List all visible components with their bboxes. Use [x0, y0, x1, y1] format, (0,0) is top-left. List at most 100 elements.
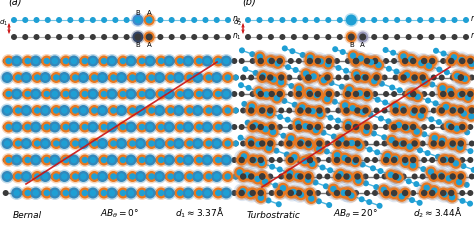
Circle shape	[445, 86, 456, 97]
Circle shape	[436, 67, 442, 72]
Circle shape	[124, 87, 138, 101]
Circle shape	[129, 140, 136, 147]
Circle shape	[215, 124, 221, 130]
Circle shape	[126, 104, 139, 117]
Circle shape	[67, 17, 73, 23]
Text: B: B	[136, 10, 140, 16]
Circle shape	[78, 54, 92, 68]
Circle shape	[317, 111, 323, 117]
Circle shape	[469, 108, 474, 113]
Circle shape	[40, 120, 54, 134]
Circle shape	[127, 72, 138, 83]
Circle shape	[202, 34, 209, 40]
Circle shape	[158, 124, 164, 130]
Circle shape	[284, 131, 298, 145]
Circle shape	[23, 108, 29, 113]
Circle shape	[382, 108, 388, 113]
Circle shape	[244, 172, 250, 178]
Circle shape	[162, 54, 176, 68]
Circle shape	[277, 124, 283, 130]
Circle shape	[185, 124, 191, 130]
Circle shape	[389, 104, 402, 117]
Circle shape	[105, 87, 119, 101]
Circle shape	[382, 99, 388, 106]
Circle shape	[438, 187, 449, 198]
Circle shape	[176, 74, 182, 81]
Circle shape	[250, 157, 255, 163]
Circle shape	[98, 190, 104, 196]
Circle shape	[307, 70, 320, 83]
Circle shape	[459, 198, 465, 204]
Circle shape	[423, 60, 435, 71]
Circle shape	[244, 104, 258, 117]
Circle shape	[262, 179, 268, 185]
Circle shape	[90, 124, 96, 130]
Circle shape	[256, 34, 263, 40]
Circle shape	[398, 72, 409, 83]
Circle shape	[255, 70, 269, 85]
Circle shape	[467, 157, 474, 163]
Circle shape	[444, 135, 462, 153]
Circle shape	[11, 137, 25, 151]
Circle shape	[165, 105, 176, 116]
Circle shape	[248, 173, 255, 180]
Circle shape	[91, 108, 97, 113]
Circle shape	[321, 57, 335, 71]
Circle shape	[314, 54, 328, 68]
Circle shape	[266, 125, 280, 139]
Circle shape	[135, 16, 141, 23]
Circle shape	[303, 153, 317, 167]
Circle shape	[100, 124, 107, 130]
Circle shape	[147, 91, 153, 97]
Circle shape	[246, 186, 260, 200]
Circle shape	[23, 173, 29, 180]
Circle shape	[30, 70, 44, 85]
Circle shape	[428, 171, 439, 182]
Circle shape	[241, 153, 247, 160]
Circle shape	[144, 32, 155, 43]
Circle shape	[196, 58, 202, 64]
Circle shape	[274, 75, 288, 89]
Circle shape	[240, 168, 254, 182]
Circle shape	[52, 58, 58, 64]
Circle shape	[428, 138, 439, 149]
Circle shape	[457, 92, 464, 98]
Circle shape	[162, 153, 176, 167]
Circle shape	[71, 91, 77, 97]
Circle shape	[21, 54, 35, 68]
Circle shape	[222, 105, 233, 116]
Circle shape	[215, 124, 221, 130]
Circle shape	[200, 87, 214, 101]
Circle shape	[452, 17, 457, 23]
Circle shape	[420, 166, 426, 172]
Circle shape	[247, 155, 258, 166]
Circle shape	[273, 148, 279, 154]
Circle shape	[374, 108, 380, 113]
Circle shape	[268, 17, 274, 23]
Circle shape	[293, 122, 304, 133]
Circle shape	[108, 74, 113, 81]
Circle shape	[383, 157, 389, 163]
Circle shape	[222, 72, 233, 83]
Circle shape	[280, 185, 286, 191]
Circle shape	[293, 169, 307, 184]
Circle shape	[154, 72, 165, 83]
Circle shape	[90, 124, 96, 130]
Circle shape	[108, 173, 113, 180]
Circle shape	[251, 50, 269, 68]
Circle shape	[180, 34, 186, 40]
Circle shape	[212, 124, 218, 130]
Circle shape	[173, 153, 187, 167]
Circle shape	[81, 74, 86, 81]
Circle shape	[72, 140, 79, 147]
Circle shape	[105, 120, 119, 134]
Circle shape	[306, 104, 319, 118]
Circle shape	[34, 140, 40, 147]
Circle shape	[278, 79, 284, 85]
Circle shape	[202, 88, 213, 99]
Circle shape	[9, 120, 24, 134]
Circle shape	[410, 90, 425, 104]
Circle shape	[252, 122, 258, 129]
Circle shape	[100, 74, 105, 81]
Circle shape	[295, 100, 310, 115]
